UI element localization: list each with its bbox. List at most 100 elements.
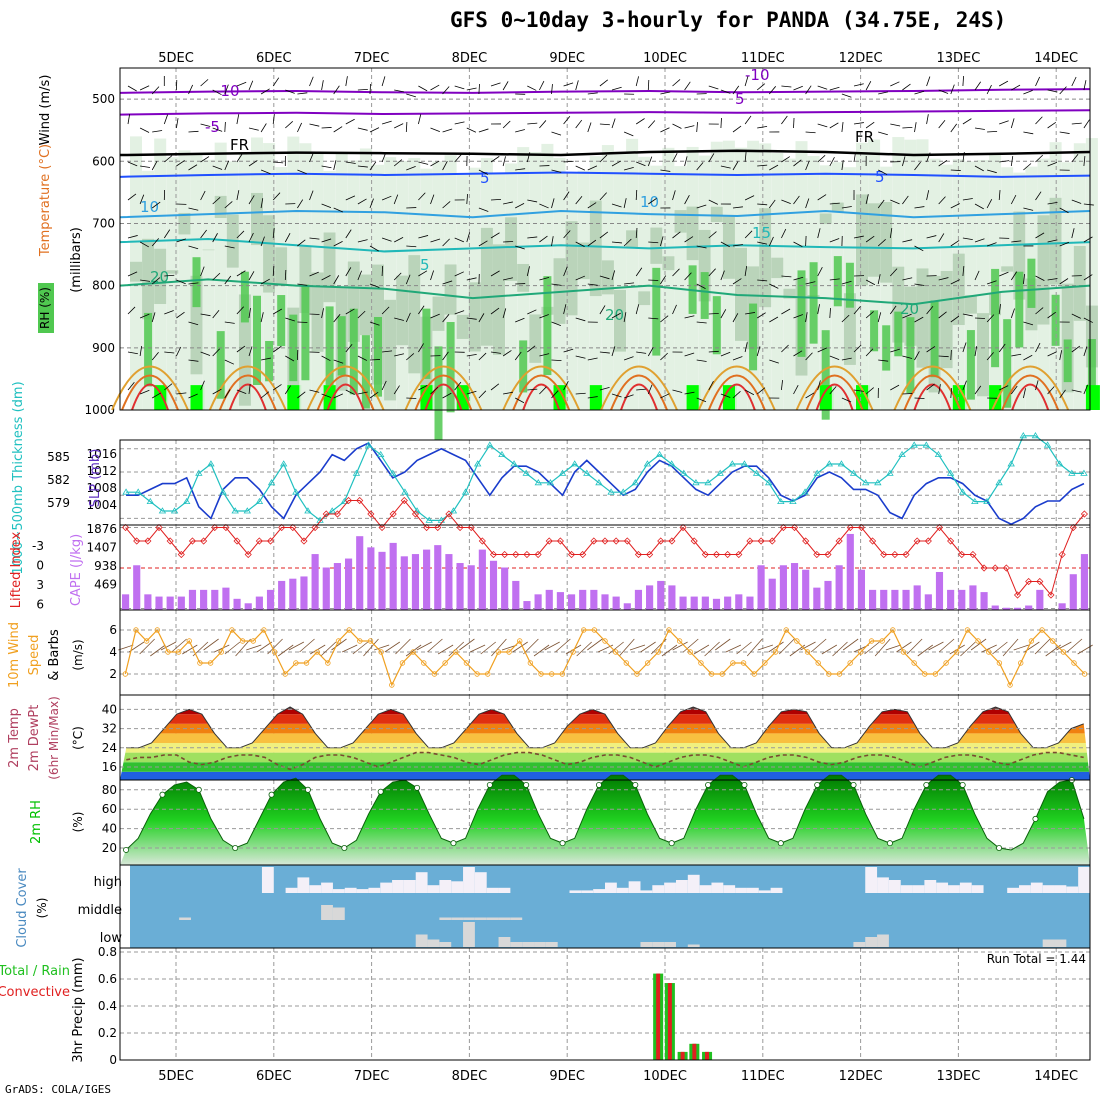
- wind-barb: [515, 317, 525, 323]
- rh-shade-max: [553, 385, 568, 410]
- wind-barb: [757, 164, 768, 167]
- wind-barb: [623, 394, 634, 399]
- thickness-point: [534, 479, 543, 486]
- wind-barb: [1010, 194, 1017, 205]
- wind10m-barb: [277, 644, 294, 657]
- wind-barb: [151, 201, 161, 209]
- cloud-bar-low: [415, 934, 428, 947]
- upper-air-frame: [119, 67, 1091, 411]
- cloud-bar-middle: [463, 917, 475, 920]
- wind10m-barb: [672, 641, 688, 651]
- lifted-index-point: [155, 523, 163, 532]
- wind-barb: [769, 316, 779, 323]
- wind-barb: [768, 236, 774, 247]
- wind-barb: [551, 236, 554, 247]
- wind-barb: [1023, 274, 1025, 285]
- thickness-point: [619, 488, 627, 495]
- cloud-bar-low: [640, 942, 653, 947]
- lifted-index-point: [1069, 523, 1077, 532]
- wind-barb: [914, 245, 924, 252]
- wind-barb: [176, 118, 179, 129]
- wind-barb: [768, 86, 777, 95]
- wind-barb: [139, 127, 150, 133]
- cape-bar: [567, 594, 576, 610]
- wind-barb: [478, 390, 487, 399]
- rh-shade-mid: [952, 253, 965, 326]
- wind10m-barb: [246, 644, 262, 651]
- wind-barb: [865, 279, 876, 286]
- rh-shade-max: [952, 385, 967, 410]
- temp-contour-10: [119, 210, 1091, 219]
- wind10m-point: [1039, 627, 1045, 633]
- wind-barb: [539, 203, 549, 209]
- lifted-index-point: [356, 496, 364, 505]
- wind-barb: [236, 270, 246, 277]
- thickness-point: [874, 479, 882, 486]
- wind10m-point: [357, 638, 363, 644]
- wind-barb: [599, 275, 610, 280]
- wind-barb: [490, 156, 500, 163]
- cloud-bar-high: [1054, 885, 1067, 893]
- wind-barb: [466, 317, 477, 320]
- thickness-point: [643, 460, 652, 467]
- wind-barb: [974, 270, 980, 281]
- cape-bar: [634, 589, 643, 610]
- wind10m-line: [124, 628, 1086, 687]
- wind10m-point: [229, 627, 235, 633]
- cape-ytick: 938: [94, 559, 117, 573]
- lifted-index-point: [790, 523, 799, 532]
- thickness-point: [692, 479, 700, 486]
- wind-barb: [309, 152, 314, 163]
- wind-barb: [188, 393, 198, 399]
- wind-barb: [1047, 386, 1055, 395]
- wind-barb: [260, 88, 270, 95]
- wind-barb: [466, 127, 477, 133]
- lifted-index-point: [712, 550, 721, 559]
- wind-barb: [1083, 156, 1086, 167]
- wind-barb: [127, 193, 137, 201]
- wind-barb: [466, 353, 477, 357]
- wind-barb: [902, 126, 913, 129]
- wind-barb: [333, 126, 343, 133]
- lifted-index-point: [579, 550, 587, 559]
- temp-contour-label: 5: [420, 256, 430, 274]
- wind10m-point: [858, 649, 864, 655]
- wind-barb: [212, 348, 220, 357]
- lifted-index-point: [166, 537, 174, 545]
- cloud-bar-high: [758, 890, 771, 893]
- wind-barb: [284, 269, 287, 281]
- wind-barb: [369, 321, 380, 326]
- wind-barb: [817, 85, 828, 90]
- cloud-bar-low: [687, 944, 700, 947]
- precip-ytick: 0.2: [98, 1026, 117, 1040]
- lifted-index-point: [657, 537, 665, 545]
- temp2m-ytick: 32: [102, 722, 117, 736]
- wind10m-barb: [160, 641, 177, 651]
- wind-barb: [817, 380, 821, 391]
- wind-barb: [708, 231, 717, 239]
- rh-shade-high: [821, 330, 830, 420]
- wind-barb: [708, 85, 719, 90]
- precip-ytick: 0.6: [98, 972, 117, 986]
- wind10m-point: [239, 638, 246, 644]
- wind-barb: [200, 156, 210, 163]
- cape-bar: [188, 589, 197, 610]
- wind-barb: [974, 165, 984, 172]
- lifted-index-point: [824, 550, 832, 559]
- cape-bar: [534, 594, 542, 610]
- lifted-index-point: [177, 550, 185, 559]
- cloud-bar-low: [498, 937, 511, 947]
- wind10m-point: [751, 671, 757, 677]
- wind-barb: [369, 359, 381, 361]
- hot-contour: [1011, 383, 1050, 411]
- wind10m-barb: [874, 638, 891, 657]
- thickness-point: [473, 460, 482, 467]
- rh-shade-high: [1003, 319, 1012, 408]
- thickness-point: [1068, 469, 1076, 476]
- wind-barb: [345, 195, 356, 201]
- rh2m-unit: (%): [71, 812, 85, 833]
- wind-barb: [914, 316, 924, 323]
- thickness-point: [437, 516, 446, 523]
- temp-contour-label: 5: [735, 90, 745, 108]
- wind-barb: [200, 229, 207, 239]
